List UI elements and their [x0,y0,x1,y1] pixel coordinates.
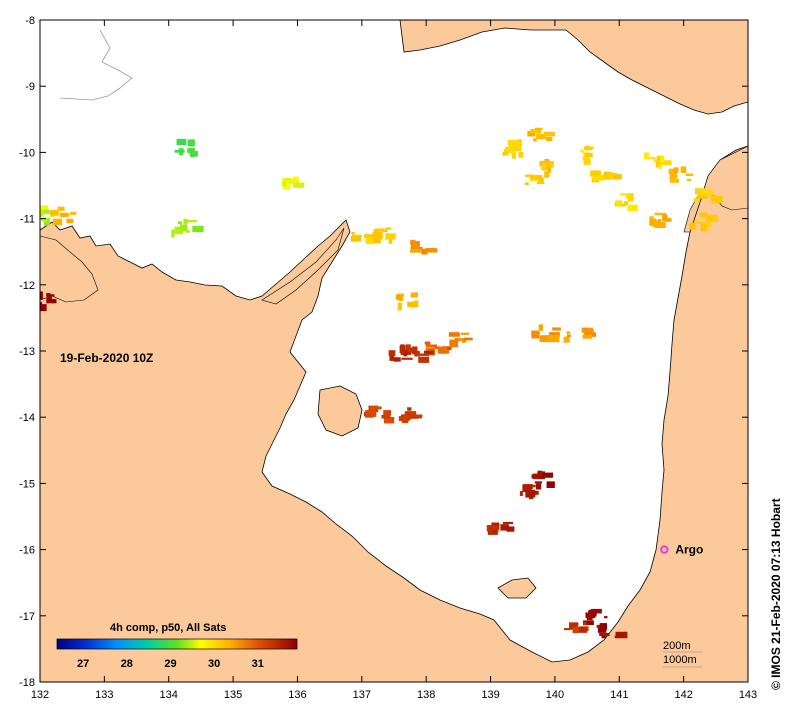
sst-patch [410,239,438,255]
lat-tick-label: -11 [20,214,35,226]
land-wessel-islands [261,227,345,305]
sst-patch [350,231,376,244]
lon-tick-label: 136 [288,689,306,701]
lon-tick-label: 133 [95,689,113,701]
land-mornington-island [497,577,537,599]
sst-patch [388,344,413,362]
colorbar: 4h comp, p50, All Sats 27 28 29 30 31 [56,622,298,670]
land-groote-eylandt [317,385,363,437]
sst-patch [486,521,515,535]
sst-patch [50,206,77,226]
sst-patch [398,407,423,424]
sst-patch [649,212,672,228]
lat-tick-label: -15 [19,478,35,490]
sst-patch [583,608,608,625]
sst-patch [580,145,595,165]
lon-tick-label: 137 [353,689,371,701]
depth-label-200m: 200m [663,640,691,652]
sst-patch [372,227,396,244]
sst-patch [40,291,57,312]
lon-tick-label: 141 [610,689,628,701]
argo-label: Argo [675,543,703,557]
sst-patch [563,622,589,634]
land-northern-territory [40,145,748,682]
sst-patch [596,623,628,639]
colorbar-gradient [56,638,298,650]
sst-patch [644,152,672,170]
lat-tick-label: -8 [25,15,35,27]
sst-patch [395,292,419,311]
lat-tick-label: -13 [19,346,35,358]
sst-patch [531,470,555,490]
sst-patch [531,324,561,343]
date-label: 19-Feb-2020 10Z [60,351,153,365]
lon-tick-label: 135 [224,689,242,701]
credit-label: © IMOS 21-Feb-2020 07:13 Hobart [769,498,783,690]
sst-patch [693,188,723,204]
lon-tick-label: 132 [31,689,49,701]
colorbar-tick-label: 28 [121,658,133,670]
colorbar-tick-label: 31 [252,658,264,670]
colorbar-title: 4h comp, p50, All Sats [110,622,226,634]
sst-patch [171,218,204,238]
lon-tick-label: 143 [739,689,757,701]
colorbar-tick-label: 30 [208,658,220,670]
lat-tick-label: -16 [19,545,35,557]
lat-tick-label: -9 [25,81,35,93]
sst-patch [563,327,597,343]
lon-tick-label: 142 [674,689,692,701]
sst-patch [527,127,555,142]
sst-patch [363,405,395,424]
sst-patch [519,484,539,500]
sst-patch [689,212,718,232]
sst-patch [448,332,473,348]
colorbar-ticks: 27 28 29 30 31 [77,658,264,670]
lat-tick-label: -12 [19,280,35,292]
axis-ticks: 132 133 134 135 136 137 138 139 140 141 142 143 -8 -9… [19,15,757,701]
lon-tick-label: 140 [546,689,564,701]
lat-tick-label: -18 [19,677,35,689]
argo-float-marker: Argo [660,543,703,557]
lat-tick-label: -10 [19,147,35,159]
sst-patch [539,158,554,178]
sst-patch [524,174,545,186]
depth-label-1000m: 1000m [663,654,697,666]
lon-tick-label: 139 [481,689,499,701]
depth-legend: 200m 1000m [663,640,702,668]
lat-tick-label: -17 [19,611,35,623]
sst-observations [40,127,723,639]
land-new-guinea [399,20,748,115]
sst-patch [614,193,638,212]
colorbar-tick-label: 27 [77,658,89,670]
lon-tick-label: 134 [160,689,178,701]
lat-tick-label: -14 [19,412,35,424]
sst-patch [502,139,524,159]
sst-patch [405,344,434,363]
sst-patch [668,166,694,183]
sst-patch [174,138,198,158]
colorbar-tick-label: 29 [164,658,176,670]
lon-tick-label: 138 [417,689,435,701]
sst-patch [590,170,622,183]
island-outline [59,29,133,101]
sst-patch [281,176,305,190]
